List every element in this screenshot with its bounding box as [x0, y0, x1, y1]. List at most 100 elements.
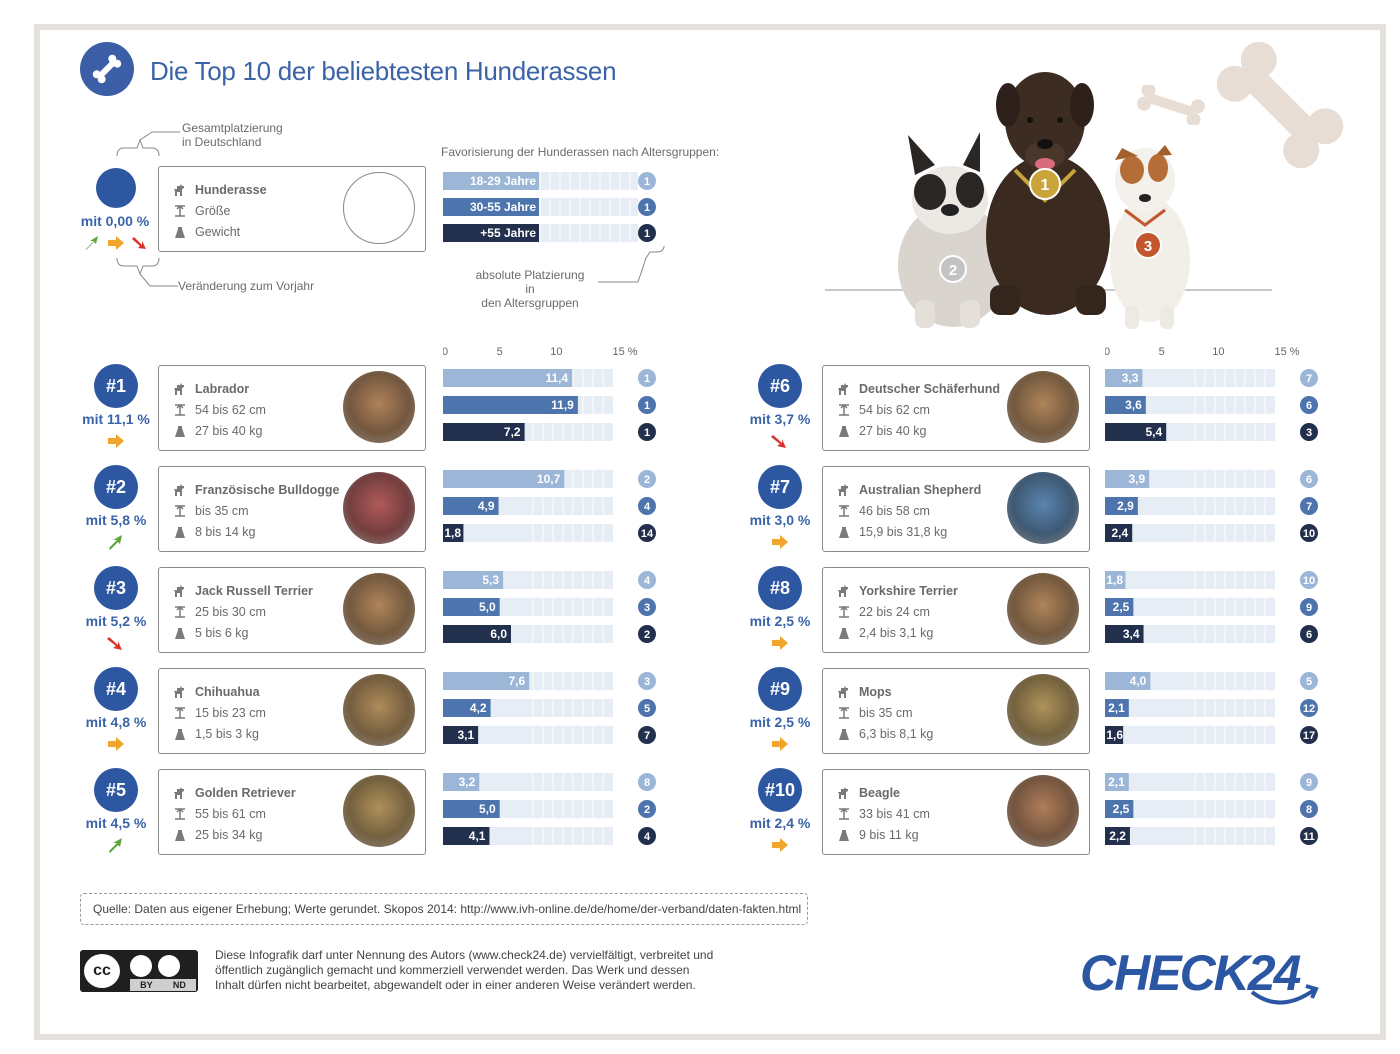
breed-bar-chart: 11,4 1 11,9 1 7,2 1 — [443, 369, 656, 441]
rank-badge: #3 — [94, 566, 138, 610]
breed-weight-row: 1,5 bis 3 kg — [173, 727, 259, 741]
breed-size-row: 15 bis 23 cm — [173, 706, 266, 720]
age-rank-dot — [638, 699, 656, 717]
weight-icon — [175, 527, 185, 538]
rank-badge: #6 — [758, 364, 802, 408]
breed-size-row: 55 bis 61 cm — [173, 807, 266, 821]
age-rank-dot — [1300, 571, 1318, 589]
breed-name: Deutscher Schäferhund — [859, 382, 1001, 396]
breed-card: Jack Russell Terrier 25 bis 30 cm 5 bis 6 … — [158, 567, 426, 653]
age-rank-text: 3 — [644, 676, 650, 688]
bar-track — [1105, 800, 1275, 818]
bar-30-55 Jahre — [1105, 497, 1138, 515]
trend-indicator — [770, 635, 790, 656]
legend-bar-1 — [443, 172, 539, 190]
bar-30-55 Jahre — [1105, 396, 1146, 414]
bar-+55 Jahre — [1105, 524, 1133, 542]
trend-indicator — [770, 534, 790, 555]
dog-icon — [174, 484, 184, 496]
age-rank-dot — [1300, 726, 1318, 744]
height-icon — [839, 404, 849, 416]
weight-icon — [175, 426, 185, 437]
breed-name: Jack Russell Terrier — [195, 584, 313, 598]
breed-size: 22 bis 24 cm — [859, 605, 930, 619]
bar-30-55 Jahre — [443, 497, 499, 515]
breed-weight: 27 bis 40 kg — [859, 424, 927, 438]
bar-18-29 Jahre — [1105, 571, 1126, 589]
x-axis: 0 5 10 15 % — [443, 346, 638, 358]
bar-value-label: 4,0 — [1130, 674, 1147, 688]
bar-value-label: 4,1 — [469, 829, 486, 843]
breed-weight: 9 bis 11 kg — [859, 828, 919, 842]
breed-photo — [1007, 371, 1079, 443]
legend-bar-2 — [443, 198, 539, 216]
rank-percentage: mit 5,2 % — [85, 613, 147, 629]
breed-weight: 25 bis 34 kg — [195, 828, 263, 842]
trend-indicator — [770, 736, 790, 757]
rank-percentage: mit 3,0 % — [749, 512, 811, 528]
rank-badge: #5 — [94, 768, 138, 812]
age-rank-dot — [1300, 396, 1318, 414]
bar-18-29 Jahre — [1105, 773, 1129, 791]
age-rank-text: 6 — [1306, 474, 1312, 486]
age-rank-dot — [638, 396, 656, 414]
age-rank-dot — [638, 625, 656, 643]
age-rank-dot — [1300, 773, 1318, 791]
bar-track — [1105, 396, 1275, 414]
weight-icon — [839, 729, 849, 740]
age-rank-dot — [638, 524, 656, 542]
age-rank-text: 7 — [1306, 373, 1312, 385]
x-tick-label: 5 — [1159, 346, 1165, 358]
bar-track — [443, 524, 613, 542]
bar-30-55 Jahre — [1105, 598, 1134, 616]
age-rank-text: 8 — [644, 777, 650, 789]
breed-bar-chart: 4,0 5 2,1 12 1,6 17 — [1105, 672, 1318, 744]
legend-rank-dot-2 — [638, 198, 656, 216]
bar-value-label: 5,0 — [479, 802, 496, 816]
breed-name-row: Deutscher Schäferhund — [837, 382, 1000, 396]
breed-name-row: Jack Russell Terrier — [173, 584, 313, 598]
bone-logo-icon — [80, 42, 134, 96]
rank-badge: #2 — [94, 465, 138, 509]
bar-+55 Jahre — [1105, 827, 1130, 845]
breed-photo — [1007, 674, 1079, 746]
breed-card: Chihuahua 15 bis 23 cm 1,5 bis 3 kg — [158, 668, 426, 754]
bar-value-label: 2,1 — [1108, 775, 1125, 789]
dog-icon — [838, 383, 848, 395]
trend-indicator — [106, 837, 126, 858]
bone-large-icon — [1205, 30, 1355, 185]
breed-size: 54 bis 62 cm — [859, 403, 930, 417]
x-tick-label: 15 % — [1274, 346, 1299, 358]
breed-size: bis 35 cm — [859, 706, 913, 720]
bar-value-label: 3,9 — [1129, 472, 1146, 486]
age-rank-dot — [1300, 699, 1318, 717]
breed-card: Yorkshire Terrier 22 bis 24 cm 2,4 bis 3,1… — [822, 567, 1090, 653]
bar-+55 Jahre — [1105, 625, 1144, 643]
license-text: Diese Infografik darf unter Nennung des … — [215, 948, 714, 992]
breed-card: Golden Retriever 55 bis 61 cm 25 bis 34 kg — [158, 769, 426, 855]
fav-title: Favorisierung der Hunderassen nach Alter… — [441, 145, 720, 159]
breed-name: Australian Shepherd — [859, 483, 982, 497]
weight-icon — [839, 527, 849, 538]
height-icon — [175, 404, 185, 416]
trend-same-icon — [108, 434, 124, 448]
trend-same-icon — [772, 636, 788, 650]
bar-track — [1105, 571, 1275, 589]
bar-30-55 Jahre — [1105, 800, 1134, 818]
breed-size: 54 bis 62 cm — [195, 403, 266, 417]
age-rank-dot — [638, 598, 656, 616]
dog-icon — [174, 686, 184, 698]
age-rank-text: 6 — [1306, 629, 1312, 641]
age-rank-text: 7 — [1306, 501, 1312, 513]
bar-track — [1105, 369, 1275, 387]
medal-1: 1 — [1029, 168, 1061, 200]
x-tick-label: 10 — [550, 346, 562, 358]
bar-value-label: 5,4 — [1146, 425, 1163, 439]
breed-size: 15 bis 23 cm — [195, 706, 266, 720]
bar-value-label: 2,1 — [1108, 701, 1125, 715]
french-bulldog-figure — [898, 132, 1008, 328]
age-rank-text: 5 — [1306, 676, 1312, 688]
height-icon — [839, 808, 849, 820]
breed-weight-row: 6,3 bis 8,1 kg — [837, 727, 933, 741]
bone-small-icon — [1135, 83, 1207, 130]
